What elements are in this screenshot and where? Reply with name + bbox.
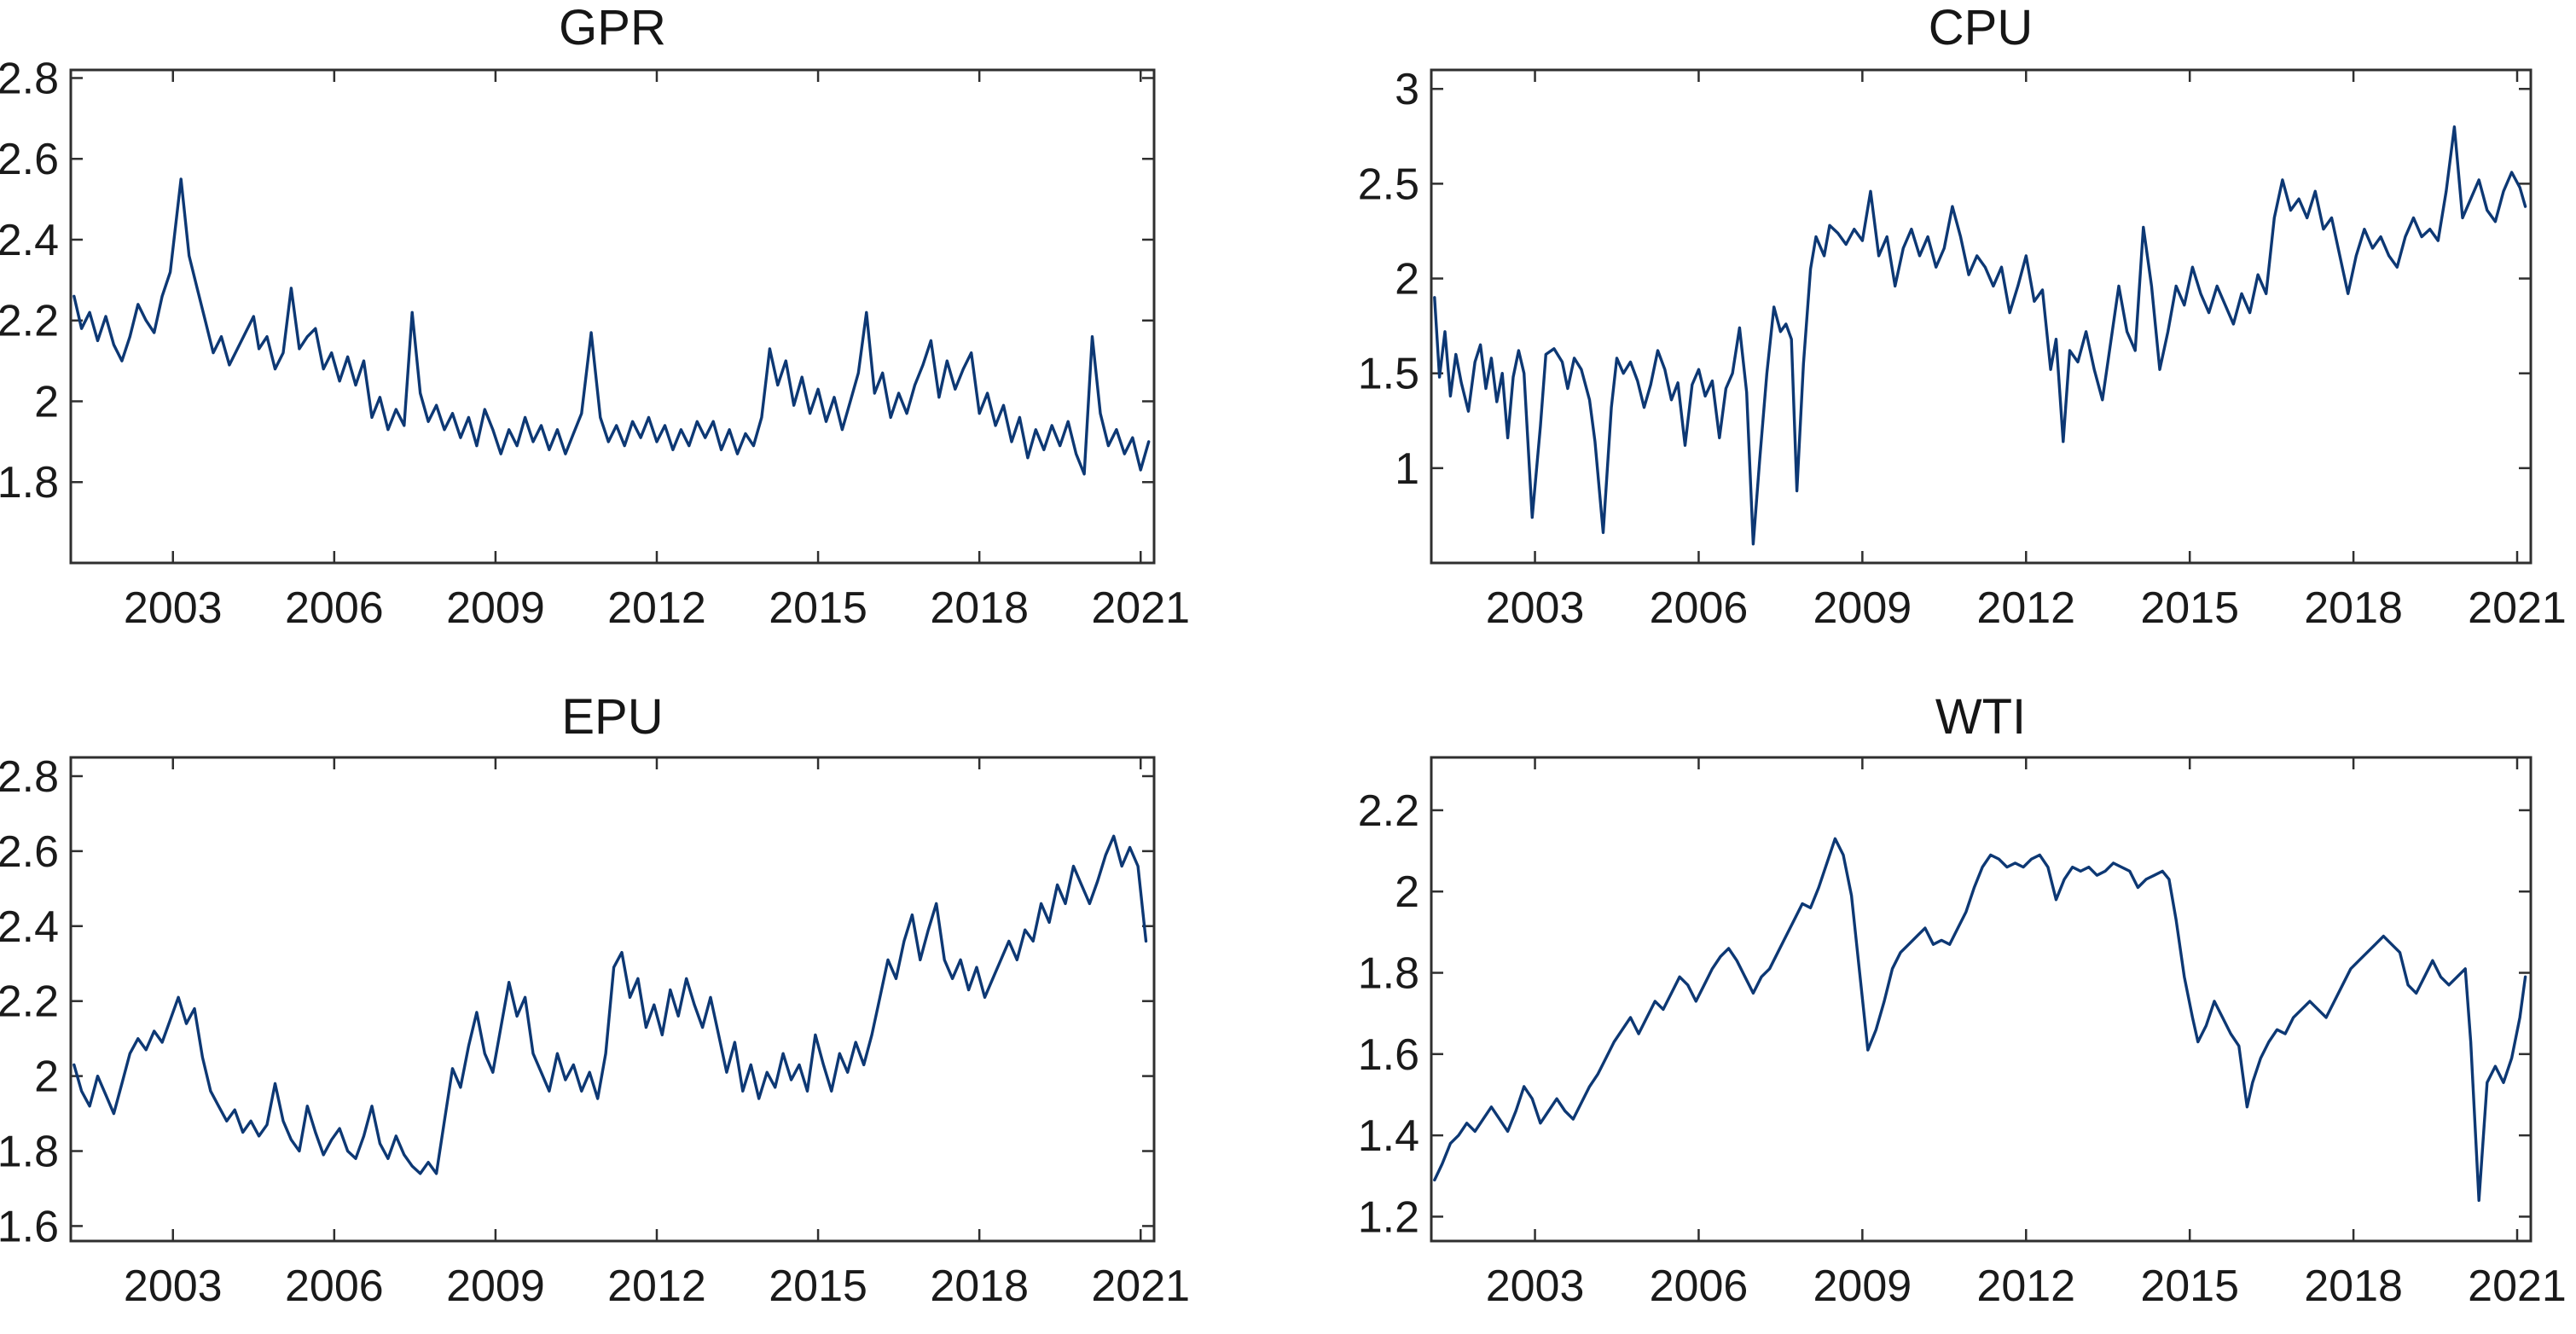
cpu-line-chart: 2003 2006 2009 2012 2015 2018 2021 1 1.5 2 2.5 3 <box>1358 65 2567 633</box>
y-tick-label: 1.6 <box>0 1202 59 1251</box>
axis-box <box>69 756 1156 1243</box>
axis-box <box>1430 68 2532 565</box>
chart-title-wti: WTI <box>1935 689 2026 745</box>
y-tick-label: 3 <box>1395 65 1419 114</box>
chart-title-cpu: CPU <box>1929 0 2033 55</box>
x-tick-label: 2009 <box>1813 1262 1912 1311</box>
chart-title-epu: EPU <box>561 689 663 745</box>
y-tick-label: 2.8 <box>0 54 59 103</box>
x-tick-label: 2003 <box>1486 1262 1585 1311</box>
axis-box <box>69 68 1156 565</box>
x-tick-label: 2009 <box>446 1262 545 1311</box>
x-tick-label: 2015 <box>2140 1262 2239 1311</box>
x-tick-label: 2006 <box>285 1262 384 1311</box>
y-tick-label: 1.8 <box>1358 949 1419 999</box>
x-tick-label: 2012 <box>1976 1262 2075 1311</box>
series-line <box>73 177 1151 476</box>
x-tick-label: 2006 <box>1650 583 1749 633</box>
x-tick-label: 2021 <box>2468 583 2567 633</box>
x-tick-label: 2012 <box>607 583 706 633</box>
x-tick-label: 2015 <box>769 583 867 633</box>
x-tick-label: 2006 <box>1650 1262 1749 1311</box>
x-tick-label: 2018 <box>930 1262 1029 1311</box>
y-tick-label: 1.5 <box>1358 350 1419 399</box>
chart-title-gpr: GPR <box>559 0 666 55</box>
y-tick-label: 1.6 <box>1358 1030 1419 1080</box>
gpr-line-chart: 2003 2006 2009 2012 2015 2018 2021 1.8 2 2.2 2.4 2.… <box>0 54 1190 633</box>
x-tick-label: 2009 <box>446 583 545 633</box>
x-tick-label: 2003 <box>1486 583 1585 633</box>
y-tick-label: 2 <box>1395 255 1419 304</box>
x-tick-label: 2006 <box>285 583 384 633</box>
x-tick-label: 2012 <box>1976 583 2075 633</box>
x-tick-label: 2021 <box>1091 1262 1190 1311</box>
y-tick-label: 1.4 <box>1358 1111 1419 1161</box>
y-tick-label: 1.8 <box>0 1128 59 1177</box>
y-tick-label: 2 <box>34 377 59 426</box>
y-tick-label: 2 <box>34 1053 59 1102</box>
x-tick-label: 2012 <box>607 1262 706 1311</box>
series-line <box>73 834 1148 1175</box>
series-line <box>1433 837 2527 1203</box>
x-tick-label: 2021 <box>2468 1262 2567 1311</box>
x-tick-label: 2003 <box>124 1262 223 1311</box>
y-tick-label: 1.8 <box>0 458 59 508</box>
y-tick-label: 2.4 <box>0 902 59 952</box>
y-tick-label: 2.2 <box>1358 786 1419 836</box>
x-tick-label: 2018 <box>2304 1262 2403 1311</box>
x-tick-label: 2015 <box>2140 583 2239 633</box>
y-tick-label: 2.4 <box>0 216 59 265</box>
y-tick-label: 2.6 <box>0 827 59 877</box>
x-tick-label: 2009 <box>1813 583 1912 633</box>
x-tick-label: 2018 <box>2304 583 2403 633</box>
x-tick-label: 2003 <box>124 583 223 633</box>
y-tick-label: 2.2 <box>0 977 59 1027</box>
y-tick-label: 2.6 <box>0 135 59 184</box>
x-tick-label: 2018 <box>930 583 1029 633</box>
y-tick-label: 2 <box>1395 867 1419 917</box>
y-tick-label: 2.2 <box>0 297 59 346</box>
y-tick-label: 1 <box>1395 444 1419 494</box>
epu-line-chart: 2003 2006 2009 2012 2015 2018 2021 1.6 1.8 2 2.2 2.… <box>0 752 1190 1311</box>
x-tick-label: 2021 <box>1091 583 1190 633</box>
x-tick-label: 2015 <box>769 1262 867 1311</box>
wti-line-chart: 2003 2006 2009 2012 2015 2018 2021 1.2 1.4 1.6 1.8… <box>1358 756 2567 1311</box>
axis-box <box>1430 756 2532 1243</box>
series-line <box>1433 125 2527 546</box>
y-tick-label: 2.8 <box>0 752 59 802</box>
y-tick-label: 2.5 <box>1358 160 1419 209</box>
y-tick-label: 1.2 <box>1358 1192 1419 1242</box>
